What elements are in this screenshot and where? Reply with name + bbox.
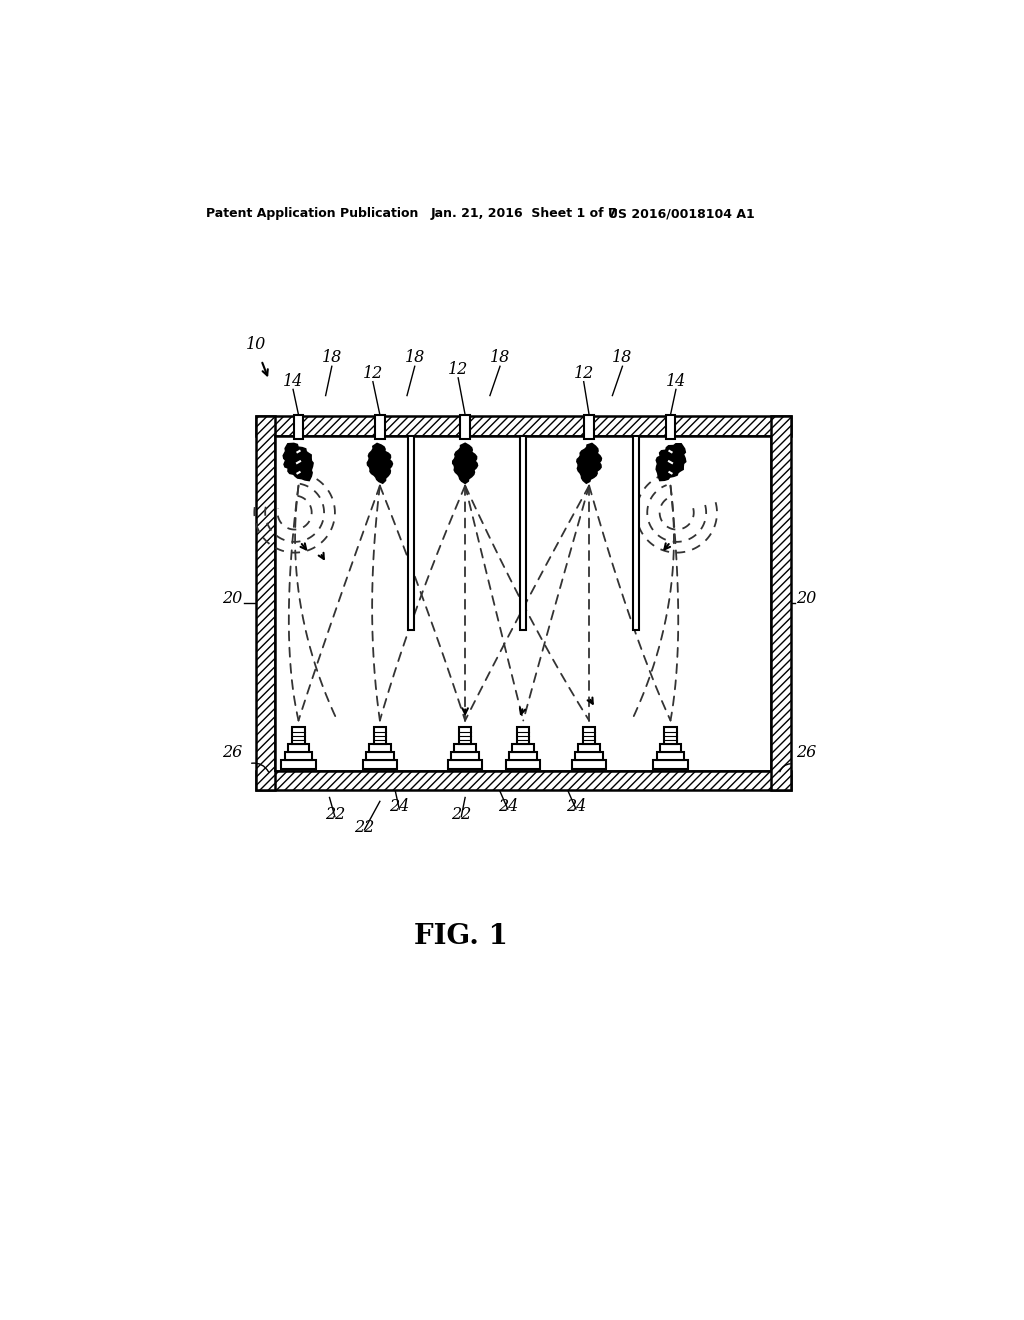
- Bar: [665, 727, 677, 744]
- Bar: [256, 416, 791, 436]
- Text: 18: 18: [404, 350, 425, 367]
- Bar: [461, 414, 470, 438]
- Bar: [455, 744, 476, 752]
- Text: 22: 22: [452, 807, 471, 824]
- Bar: [292, 727, 305, 744]
- Text: 14: 14: [283, 372, 303, 389]
- Bar: [633, 436, 639, 630]
- Text: 18: 18: [322, 350, 342, 367]
- Bar: [369, 744, 391, 752]
- Bar: [282, 760, 315, 770]
- Text: 12: 12: [449, 360, 468, 378]
- Polygon shape: [577, 444, 601, 483]
- Bar: [375, 414, 385, 438]
- Text: 14: 14: [666, 372, 686, 389]
- Bar: [572, 760, 606, 770]
- Polygon shape: [453, 444, 477, 483]
- Bar: [666, 414, 675, 438]
- Bar: [583, 727, 595, 744]
- Bar: [449, 760, 482, 770]
- Text: 26: 26: [222, 744, 243, 762]
- Bar: [653, 760, 687, 770]
- Text: 20: 20: [796, 590, 816, 607]
- Polygon shape: [368, 444, 392, 483]
- Bar: [452, 752, 479, 760]
- Bar: [771, 416, 791, 789]
- Text: 18: 18: [489, 350, 510, 367]
- Text: 10: 10: [246, 337, 266, 354]
- Bar: [509, 752, 538, 760]
- Polygon shape: [656, 444, 686, 480]
- Text: Jan. 21, 2016  Sheet 1 of 7: Jan. 21, 2016 Sheet 1 of 7: [430, 207, 617, 220]
- Text: 12: 12: [573, 364, 594, 381]
- Bar: [288, 744, 309, 752]
- Text: 20: 20: [222, 590, 243, 607]
- Bar: [579, 744, 600, 752]
- Bar: [512, 744, 535, 752]
- Bar: [659, 744, 681, 752]
- Bar: [520, 436, 526, 630]
- Bar: [517, 727, 529, 744]
- Bar: [285, 752, 312, 760]
- Text: US 2016/0018104 A1: US 2016/0018104 A1: [608, 207, 756, 220]
- Bar: [362, 760, 397, 770]
- Bar: [275, 436, 771, 771]
- Bar: [656, 752, 684, 760]
- Bar: [256, 771, 791, 789]
- Text: 12: 12: [362, 364, 383, 381]
- Polygon shape: [284, 444, 313, 480]
- Bar: [374, 727, 386, 744]
- Text: 24: 24: [498, 799, 518, 816]
- Text: FIG. 1: FIG. 1: [415, 923, 508, 949]
- Text: 22: 22: [325, 807, 345, 824]
- Text: 24: 24: [389, 799, 410, 816]
- Text: 24: 24: [566, 799, 586, 816]
- Bar: [366, 752, 394, 760]
- Text: 22: 22: [354, 820, 375, 836]
- Bar: [506, 760, 541, 770]
- Text: Patent Application Publication: Patent Application Publication: [206, 207, 418, 220]
- Bar: [575, 752, 603, 760]
- Bar: [256, 416, 275, 789]
- Text: 26: 26: [796, 744, 816, 762]
- Text: 18: 18: [612, 350, 633, 367]
- Bar: [585, 414, 594, 438]
- Bar: [294, 414, 303, 438]
- Bar: [459, 727, 471, 744]
- Bar: [408, 436, 414, 630]
